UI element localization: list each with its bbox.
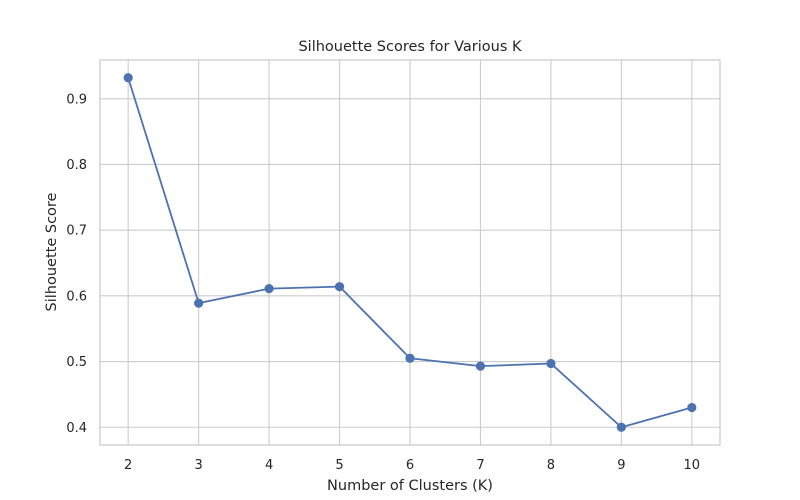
data-point: [334, 282, 345, 292]
data-point: [546, 358, 556, 369]
grid: [100, 60, 720, 445]
x-tick-label: 10: [684, 458, 701, 473]
x-tick-label: 7: [476, 458, 484, 473]
series: [123, 73, 697, 432]
data-point: [194, 298, 204, 308]
y-tick-label: 0.5: [66, 355, 87, 370]
x-tick-label: 3: [194, 458, 202, 473]
data-point: [405, 353, 415, 363]
x-tick-label: 6: [406, 458, 414, 473]
data-point: [475, 361, 486, 371]
x-axis-label: Number of Clusters (K): [327, 478, 493, 494]
chart-title: Silhouette Scores for Various K: [298, 39, 522, 55]
data-point: [616, 422, 626, 432]
y-tick-label: 0.4: [66, 421, 87, 436]
data-point: [687, 402, 697, 413]
y-tick-label: 0.9: [66, 92, 87, 107]
x-tick-label: 2: [124, 458, 132, 473]
y-axis-label: Silhouette Score: [44, 192, 60, 311]
y-tick-label: 0.7: [66, 224, 87, 239]
x-tick-label: 8: [547, 458, 555, 473]
y-tick-label: 0.6: [66, 289, 87, 304]
x-axis-ticks: 2 3 4 5 6 7 8 9 10: [124, 458, 700, 473]
x-tick-label: 4: [265, 458, 273, 473]
data-point: [123, 73, 133, 83]
x-tick-label: 9: [617, 458, 625, 473]
y-axis-ticks: 0.4 0.5 0.6 0.7 0.8 0.9: [66, 92, 87, 435]
y-tick-label: 0.8: [66, 158, 87, 173]
data-point: [264, 284, 274, 294]
x-tick-label: 5: [335, 458, 343, 473]
plot-frame: [99, 59, 721, 446]
